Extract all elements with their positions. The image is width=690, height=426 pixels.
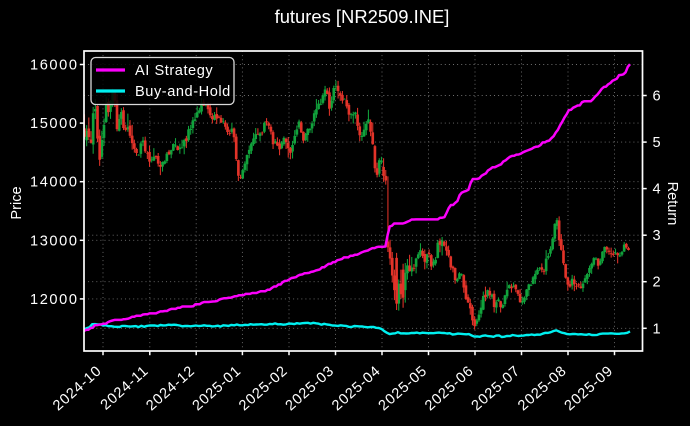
svg-text:13000: 13000 [30,233,79,249]
svg-text:1: 1 [653,321,661,337]
svg-text:4: 4 [653,182,661,198]
svg-text:3: 3 [653,228,661,244]
svg-text:12000: 12000 [30,292,79,308]
svg-text:2: 2 [653,275,661,291]
svg-text:Return: Return [664,182,680,226]
svg-text:Price: Price [9,186,25,219]
svg-text:15000: 15000 [30,116,79,132]
svg-text:6: 6 [653,89,661,105]
svg-text:16000: 16000 [30,58,79,74]
svg-text:AI Strategy: AI Strategy [135,63,213,79]
svg-text:14000: 14000 [30,175,79,191]
svg-text:Buy-and-Hold: Buy-and-Hold [135,84,231,100]
svg-text:futures [NR2509.INE]: futures [NR2509.INE] [275,6,450,27]
svg-text:5: 5 [653,135,661,151]
